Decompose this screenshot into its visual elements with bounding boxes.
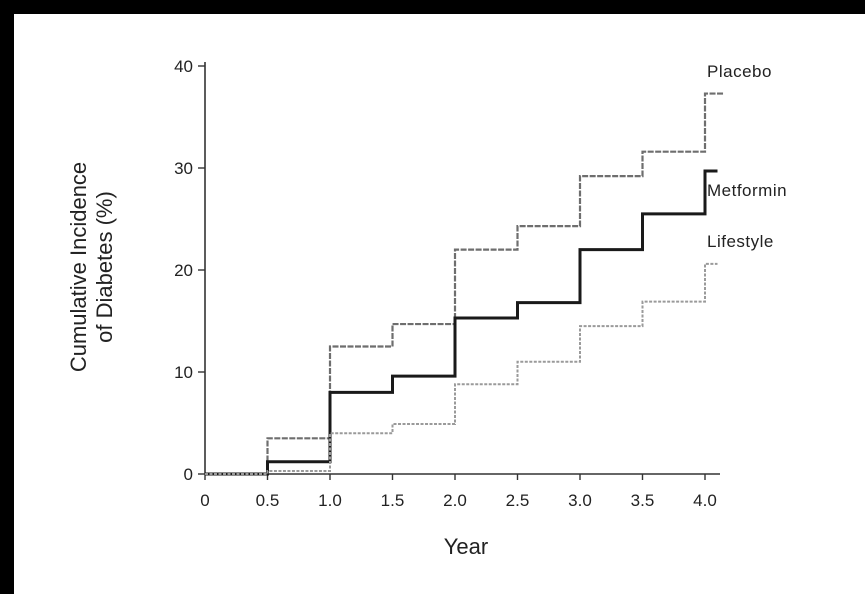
x-tick-label: 2.0 [443,491,467,510]
x-tick-label: 1.0 [318,491,342,510]
cumulative-incidence-chart: Cumulative Incidence of Diabetes (%) Year… [66,57,787,559]
axes: 0 10 20 30 40 0 0.5 1.0 1.5 2.0 2.5 3.0 3.5 4.0 [174,57,720,510]
series-lines [205,92,724,476]
x-tick-label: 2.5 [506,491,530,510]
y-tick-label: 0 [184,465,193,484]
y-tick-label: 40 [174,57,193,76]
y-axis-title-line-2: of Diabetes (%) [92,191,117,343]
series-line-lifestyle [205,262,718,475]
y-tick-label: 10 [174,363,193,382]
y-axis-title-line-1: Cumulative Incidence [66,162,91,372]
y-tick-label: 30 [174,159,193,178]
chart-panel: Cumulative Incidence of Diabetes (%) Year… [14,14,865,594]
series-line-placebo [205,92,724,476]
x-tick-label: 3.5 [631,491,655,510]
x-tick-label: 0.5 [256,491,280,510]
x-tick-label: 1.5 [381,491,405,510]
x-tick-label: 3.0 [568,491,592,510]
x-tick-label: 0 [200,491,209,510]
series-label-lifestyle: Lifestyle [707,232,774,251]
series-label-placebo: Placebo [707,62,772,81]
y-axis-title: Cumulative Incidence of Diabetes (%) [66,162,117,372]
y-tick-label: 20 [174,261,193,280]
series-line-metformin [205,169,718,476]
series-label-metformin: Metformin [707,181,787,200]
x-tick-label: 4.0 [693,491,717,510]
x-axis-title: Year [444,534,488,559]
series-labels: Placebo Metformin Lifestyle [707,62,787,251]
